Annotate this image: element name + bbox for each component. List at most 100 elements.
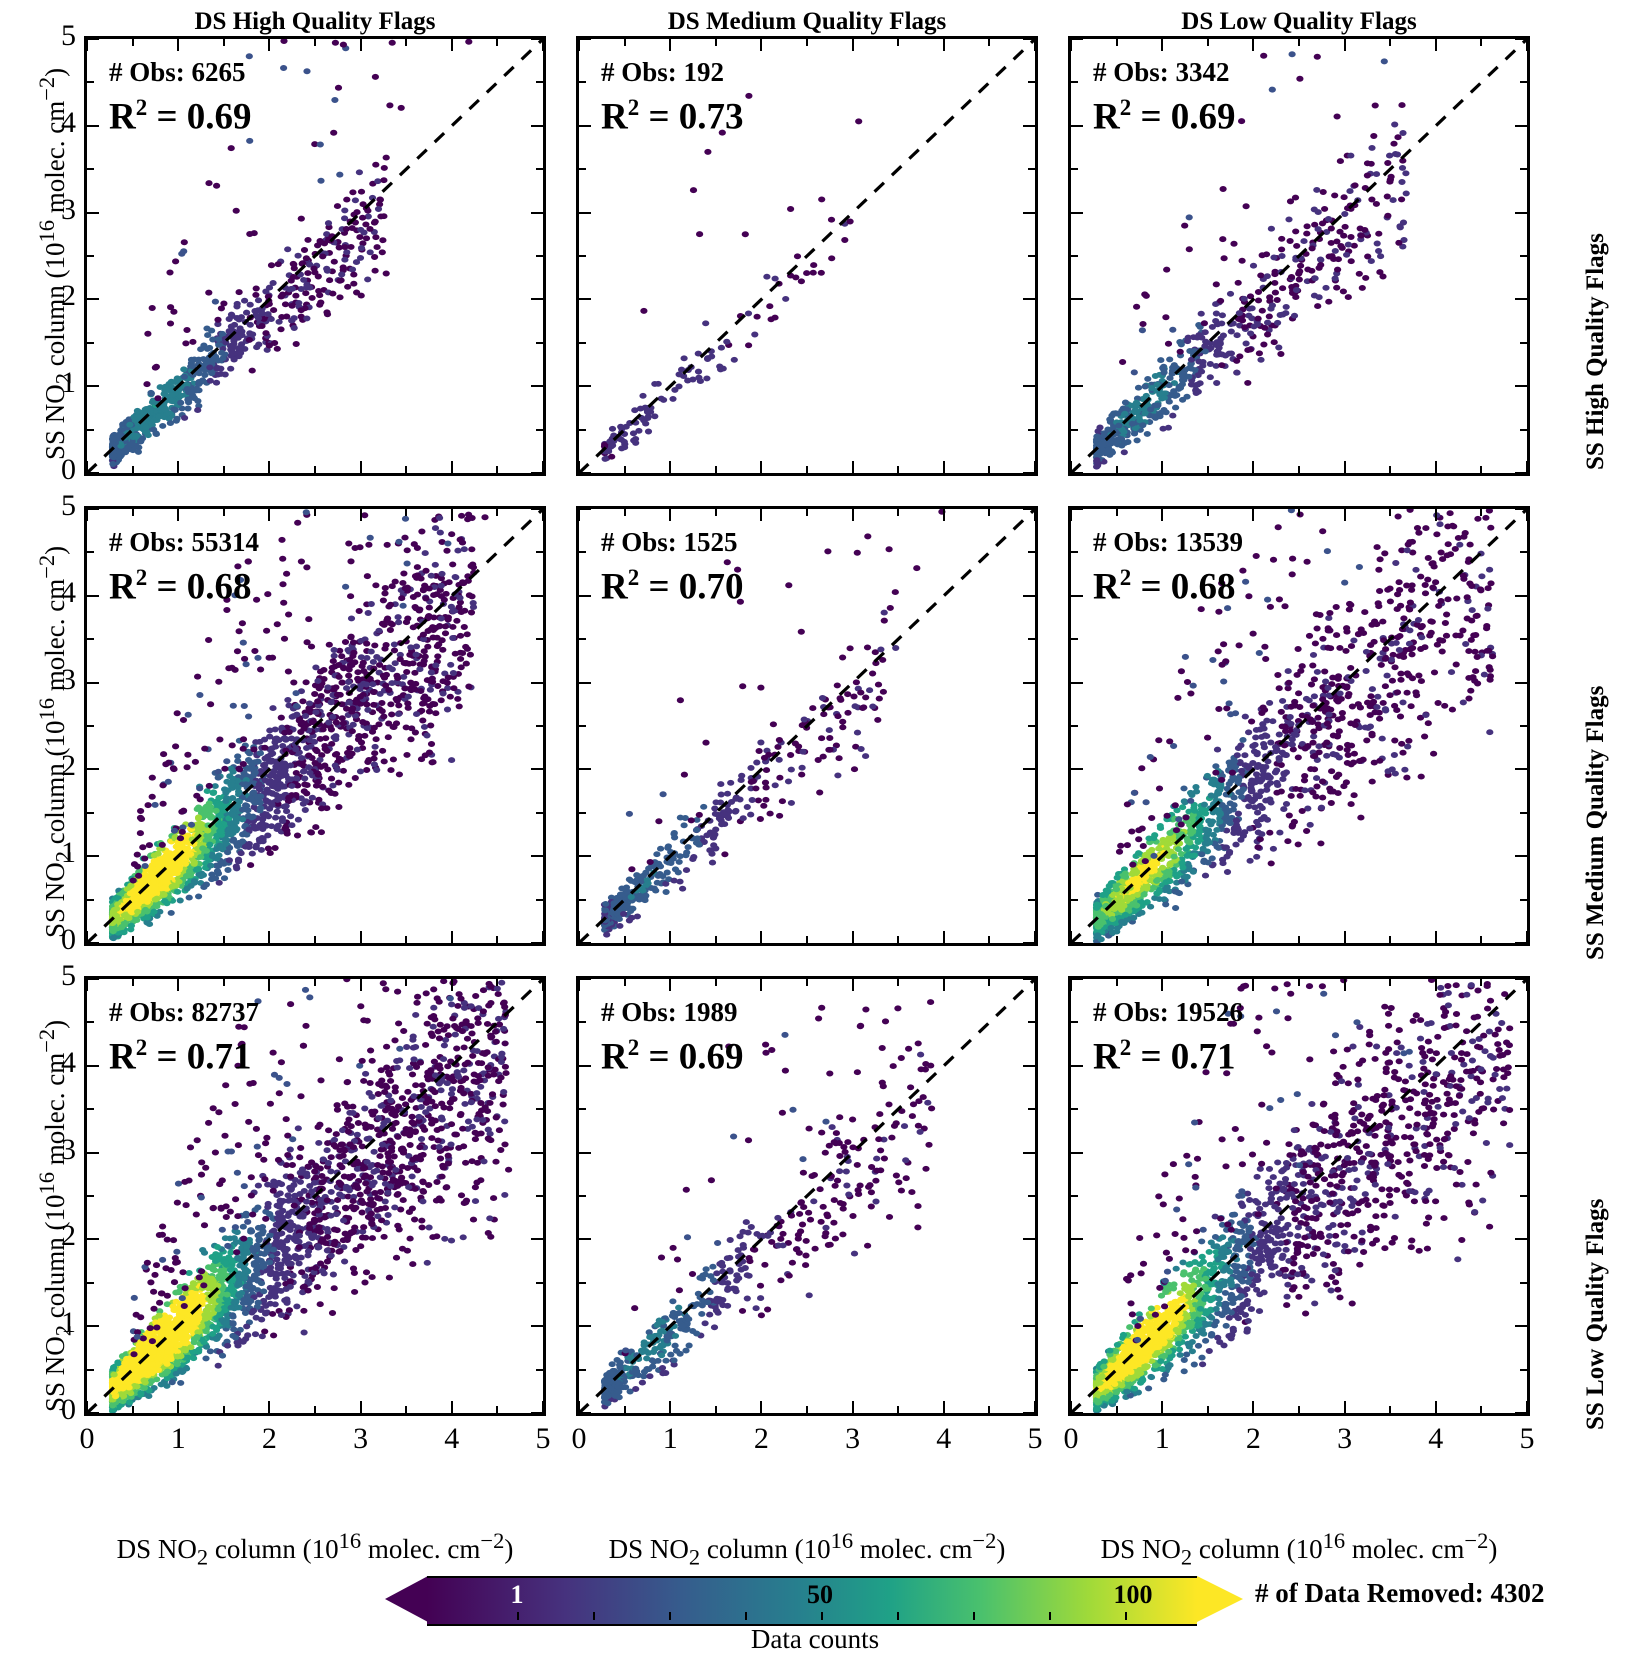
x-tick-mark-top xyxy=(1526,509,1528,521)
x-tick-mark-top xyxy=(669,509,672,521)
x-tick-mark xyxy=(1161,1401,1164,1413)
scatter-panel-r1-c2: # Obs: 13539 R2 = 0.68 xyxy=(1068,506,1530,946)
data-cloud xyxy=(579,979,1035,1413)
x-tick-mark xyxy=(86,931,88,943)
y-tick-mark-right xyxy=(1028,551,1035,554)
x-tick-mark xyxy=(131,1406,134,1413)
x-tick-mark-top xyxy=(542,979,544,991)
x-tick-mark xyxy=(1034,1401,1036,1413)
x-tick-mark-top xyxy=(405,979,408,986)
x-tick-mark-top xyxy=(988,509,991,516)
y-tick-mark-right xyxy=(536,811,543,814)
y-tick-mark xyxy=(579,298,591,301)
x-tick-mark-top xyxy=(359,509,362,521)
x-tick-mark xyxy=(1389,1406,1392,1413)
row-label-1: SS Medium Quality Flags xyxy=(1582,685,1609,960)
y-tick-mark xyxy=(87,855,99,858)
x-tick-mark xyxy=(1161,461,1164,473)
y-tick-mark-right xyxy=(1028,1108,1035,1111)
y-tick-mark-right xyxy=(536,898,543,901)
x-tick-label: 0 xyxy=(1063,1422,1079,1455)
y-tick-mark xyxy=(87,168,94,171)
x-tick-mark xyxy=(1298,466,1300,473)
x-tick-mark xyxy=(1115,936,1118,943)
x-tick-mark-top xyxy=(1070,39,1072,51)
y-tick-mark xyxy=(1071,472,1083,474)
data-removed-label: # of Data Removed: 4302 xyxy=(1255,1578,1545,1608)
x-tick-mark-top xyxy=(669,979,672,991)
x-tick-mark-top xyxy=(1434,509,1437,521)
x-tick-mark xyxy=(942,461,945,473)
y-tick-mark xyxy=(1071,124,1083,127)
x-tick-mark-top xyxy=(131,509,134,516)
y-tick-mark-right xyxy=(1023,508,1035,510)
x-tick-mark xyxy=(359,1401,362,1413)
x-tick-mark xyxy=(405,1406,408,1413)
y-tick-mark xyxy=(87,681,99,684)
x-tick-label: 1 xyxy=(170,1422,186,1455)
y-tick-mark-right xyxy=(1023,1412,1035,1414)
x-tick-label: 2 xyxy=(753,1422,769,1455)
y-tick-mark-right xyxy=(531,1151,543,1154)
y-tick-mark xyxy=(87,1412,99,1414)
y-tick-label: 3 xyxy=(61,192,76,226)
y-tick-mark xyxy=(87,298,99,301)
x-tick-mark xyxy=(578,931,580,943)
y-tick-mark xyxy=(87,38,99,40)
x-tick-mark xyxy=(714,466,717,473)
x-tick-mark xyxy=(405,936,408,943)
column-title-1: DS Medium Quality Flags xyxy=(667,8,947,35)
y-tick-mark-right xyxy=(1028,81,1035,84)
x-tick-mark xyxy=(1480,466,1483,473)
colorbar-tickmark xyxy=(593,1612,595,1620)
y-tick-label: 1 xyxy=(61,836,76,870)
y-tick-mark-right xyxy=(1520,551,1527,554)
x-tick-mark-top xyxy=(86,509,88,521)
x-tick-mark xyxy=(1115,1406,1118,1413)
x-tick-mark xyxy=(714,1406,717,1413)
one-to-one-line xyxy=(1071,509,1527,943)
y-tick-mark xyxy=(579,594,591,597)
y-tick-mark xyxy=(1071,1108,1078,1111)
y-tick-mark xyxy=(1071,168,1078,171)
y-tick-mark xyxy=(1071,81,1078,84)
x-tick-mark-top xyxy=(1343,509,1346,521)
y-tick-mark xyxy=(1071,385,1083,388)
x-tick-mark-top xyxy=(942,509,945,521)
y-tick-mark-right xyxy=(1023,768,1035,771)
y-tick-mark xyxy=(579,1281,586,1284)
y-tick-mark-right xyxy=(1515,38,1527,40)
y-tick-mark xyxy=(1071,725,1078,727)
x-tick-mark-top xyxy=(1389,509,1392,516)
y-tick-mark-right xyxy=(1520,428,1527,431)
y-tick-mark-right xyxy=(1023,1064,1035,1067)
x-tick-mark xyxy=(851,1401,854,1413)
y-tick-mark-right xyxy=(1520,1021,1527,1024)
y-tick-mark xyxy=(87,1151,99,1154)
y-tick-mark xyxy=(579,1064,591,1067)
x-tick-label: 5 xyxy=(1027,1422,1043,1455)
x-tick-mark-top xyxy=(1252,509,1255,521)
x-tick-mark xyxy=(1389,936,1392,943)
y-tick-mark xyxy=(579,1151,591,1154)
data-cloud xyxy=(87,39,543,473)
x-tick-label: 1 xyxy=(662,1422,678,1455)
data-cloud xyxy=(579,39,1035,473)
x-tick-mark xyxy=(669,931,672,943)
x-tick-mark-top xyxy=(1480,39,1483,46)
y-tick-mark xyxy=(87,978,99,980)
x-tick-mark-top xyxy=(450,979,453,991)
y-tick-mark-right xyxy=(1023,978,1035,980)
x-tick-mark xyxy=(1206,936,1209,943)
y-tick-mark xyxy=(1071,594,1083,597)
y-tick-label: 5 xyxy=(61,489,76,522)
y-tick-mark xyxy=(579,341,586,344)
x-tick-mark-top xyxy=(1343,979,1346,991)
y-tick-mark xyxy=(87,898,94,901)
y-tick-mark-right xyxy=(1520,638,1527,641)
column-title-0: DS High Quality Flags xyxy=(194,8,436,35)
x-tick-label: 2 xyxy=(1245,1422,1261,1455)
y-tick-mark xyxy=(1071,1064,1083,1067)
x-tick-mark xyxy=(669,461,672,473)
x-tick-mark xyxy=(314,466,316,473)
